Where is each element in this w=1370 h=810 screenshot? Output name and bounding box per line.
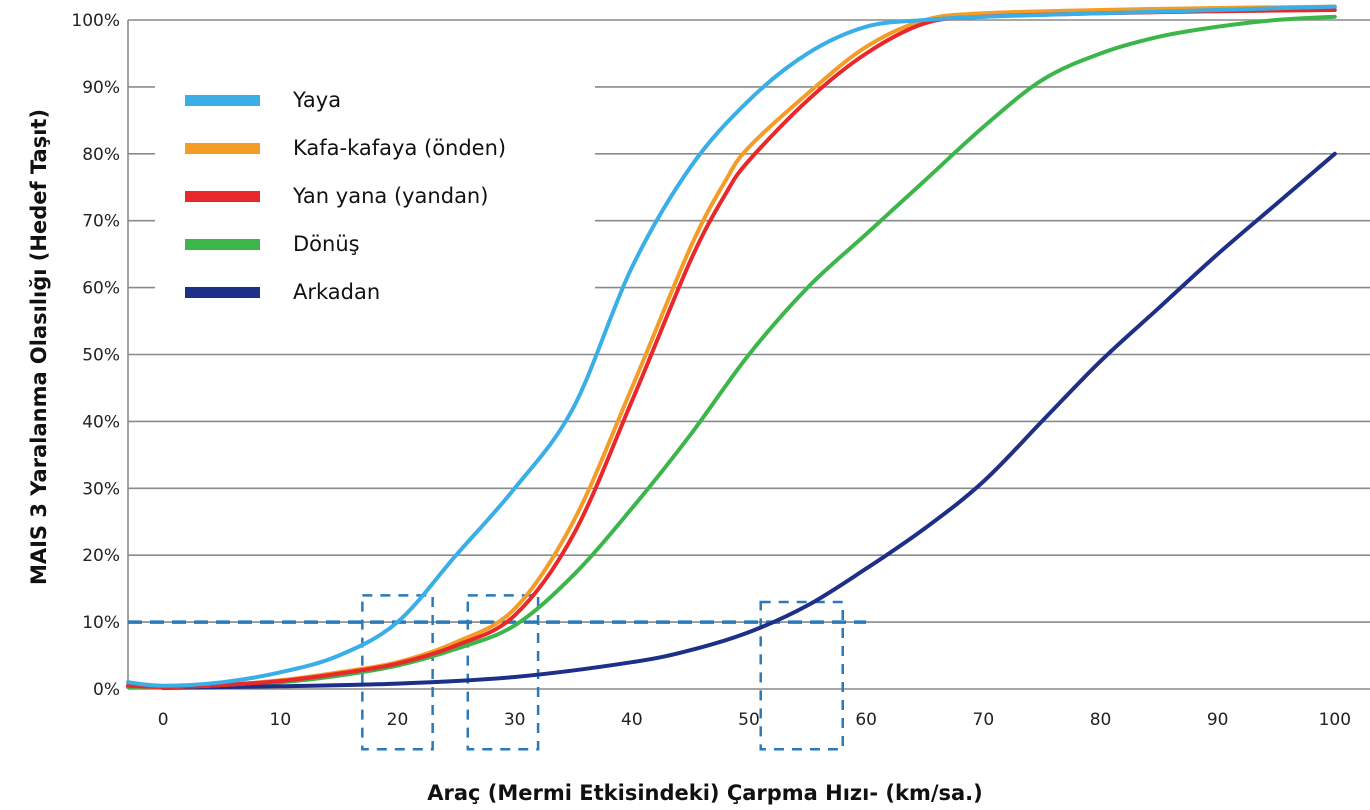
legend-label-3: Yan yana (yandan) — [292, 184, 488, 208]
x-tick-label-40: 40 — [621, 710, 643, 730]
x-tick-label-60: 60 — [855, 710, 877, 730]
legend-swatch-1 — [185, 95, 260, 106]
x-tick-label-70: 70 — [973, 710, 995, 730]
x-tick-label-90: 90 — [1207, 710, 1229, 730]
x-tick-label-80: 80 — [1090, 710, 1112, 730]
legend-label-2: Kafa-kafaya (önden) — [293, 136, 506, 160]
y-tick-label-20: 20% — [82, 546, 120, 566]
y-tick-label-10: 10% — [82, 613, 120, 633]
legend-swatch-3 — [185, 191, 260, 202]
y-tick-label-30: 30% — [82, 479, 120, 499]
highlight-boxes — [361, 594, 844, 751]
y-tick-label-90: 90% — [82, 78, 120, 98]
x-tick-label-20: 20 — [387, 710, 409, 730]
series-line-1 — [126, 4, 1337, 688]
y-axis-title: MAIS 3 Yaralanma Olasılığı (Hedef Taşıt) — [27, 109, 51, 585]
y-tick-label-0: 0% — [93, 680, 120, 700]
y-tick-label-40: 40% — [82, 412, 120, 432]
x-tick-label-50: 50 — [738, 710, 760, 730]
highlight-box-1 — [361, 594, 434, 751]
y-tick-label-70: 70% — [82, 212, 120, 232]
x-tick-label-10: 10 — [270, 710, 292, 730]
highlight-box-2 — [466, 594, 540, 751]
y-tick-label-60: 60% — [82, 279, 120, 299]
series-line-5 — [161, 151, 1337, 690]
legend-label-5: Arkadan — [293, 280, 380, 304]
legend-label-1: Yaya — [292, 88, 341, 112]
legend-swatch-2 — [185, 143, 260, 154]
y-tick-label-100: 100% — [71, 11, 120, 31]
highlight-box-3 — [759, 600, 844, 751]
x-tick-label-30: 30 — [504, 710, 526, 730]
x-axis-title: Araç (Mermi Etkisindeki) Çarpma Hızı- (k… — [427, 781, 983, 805]
series-lines — [126, 4, 1337, 690]
legend-swatch-5 — [185, 287, 260, 298]
y-tick-labels: 0% 10% 20% 30% 40% 50% 60% 70% 80% 90% 100% — [71, 11, 120, 700]
legend: Yaya Kafa-kafaya (önden) Yan yana (yandan)… — [185, 88, 506, 304]
legend-swatch-4 — [185, 239, 260, 250]
legend-label-4: Dönüş — [293, 232, 360, 256]
x-tick-label-0: 0 — [158, 710, 169, 730]
y-tick-label-80: 80% — [82, 145, 120, 165]
x-tick-label-100: 100 — [1319, 710, 1351, 730]
y-tick-label-50: 50% — [82, 346, 120, 366]
x-tick-labels: 0 10 20 30 40 50 60 70 80 90 100 — [158, 710, 1351, 730]
